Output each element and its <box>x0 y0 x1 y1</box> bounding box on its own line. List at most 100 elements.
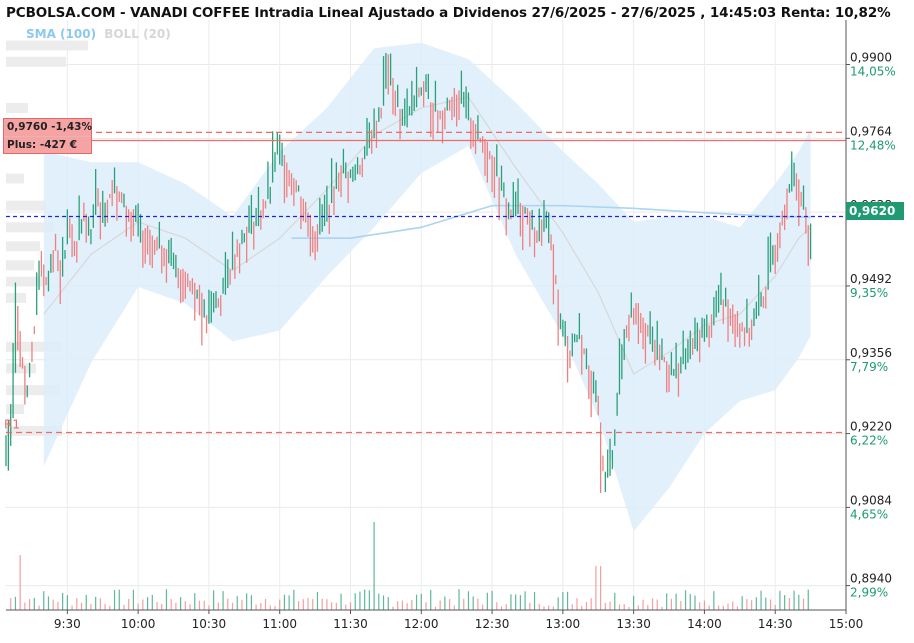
volume-bar <box>585 601 588 610</box>
volume-bar <box>264 598 267 610</box>
volume-bar <box>642 599 644 610</box>
x-tick-label: 11:00 <box>262 617 297 631</box>
volume-bar <box>699 602 701 610</box>
entry-price-change: 0,9760 -1,43% <box>4 119 92 137</box>
volume-bar <box>222 591 224 610</box>
volume-bar <box>90 604 92 610</box>
volume-bar <box>66 595 68 610</box>
y-tick-percent: 7,79% <box>850 360 888 374</box>
volume-profile-bar <box>6 276 50 287</box>
volume-bar <box>283 594 286 610</box>
volume-bar <box>666 593 668 610</box>
volume-bar <box>364 589 366 610</box>
volume-bar <box>113 590 116 610</box>
volume-bar <box>198 600 201 610</box>
volume-bar <box>397 601 399 610</box>
bollinger-middle-line <box>43 96 812 375</box>
volume-bar <box>387 597 389 610</box>
volume-bar <box>477 598 479 610</box>
x-tick-label: 15:00 <box>829 617 864 631</box>
volume-bar <box>670 598 672 610</box>
boll-legend-item[interactable]: BOLL (20) <box>104 27 171 41</box>
volume-bar <box>543 606 545 610</box>
volume-bar <box>411 599 413 610</box>
volume-bar <box>769 599 772 610</box>
volume-bar <box>415 594 418 610</box>
volume-bar <box>453 605 455 610</box>
volume-bar <box>123 604 125 610</box>
chart-title: PCBOLSA.COM - VANADI COFFEE Intradia Lin… <box>6 5 891 21</box>
volume-bar <box>151 594 153 610</box>
volume-bar <box>85 594 87 610</box>
volume-bar <box>137 603 139 610</box>
volume-bar <box>472 596 474 610</box>
volume-bar <box>335 602 337 610</box>
current-price-label: 0,9620 <box>846 202 904 220</box>
sma-legend-item[interactable]: SMA (100) <box>26 27 97 41</box>
volume-bar <box>184 601 186 610</box>
volume-profile-bar <box>6 222 54 233</box>
y-tick-percent: 2,99% <box>850 586 888 600</box>
volume-bar <box>618 604 621 610</box>
volume-bar <box>420 593 422 610</box>
volume-bar <box>146 597 149 610</box>
volume-bar <box>751 600 753 610</box>
volume-bar <box>746 599 748 610</box>
volume-bar <box>326 599 328 610</box>
y-tick-percent: 6,22% <box>850 434 888 448</box>
volume-profile-bar <box>6 425 62 436</box>
volume-bar <box>713 591 715 610</box>
volume-bar <box>533 592 536 610</box>
x-tick-label: 12:00 <box>404 617 439 631</box>
y-tick-percent: 14,05% <box>850 65 896 79</box>
volume-bar <box>316 591 319 610</box>
volume-bar <box>368 590 370 610</box>
volume-bar <box>345 604 347 610</box>
volume-bar <box>755 597 757 610</box>
y-tick-label: 0,9492 <box>850 272 892 286</box>
volume-bar <box>302 599 304 610</box>
x-tick-label: 10:30 <box>192 617 227 631</box>
volume-bar <box>798 594 800 610</box>
volume-profile-bar <box>6 341 62 352</box>
volume-bar <box>128 599 130 610</box>
volume-profile-bar <box>6 200 46 211</box>
volume-bar <box>661 606 663 610</box>
volume-bar <box>519 595 521 610</box>
volume-bar <box>118 589 120 610</box>
volume-bar <box>99 598 101 610</box>
volume-bar <box>722 605 724 610</box>
volume-bar <box>590 598 592 610</box>
volume-bar <box>439 600 441 610</box>
volume-bar <box>378 593 380 610</box>
volume-bar <box>321 598 323 610</box>
volume-bar <box>19 555 21 610</box>
volume-bar <box>505 604 507 610</box>
volume-bar <box>689 594 691 610</box>
volume-bar <box>406 603 408 610</box>
y-tick-label: 0,9900 <box>850 51 892 65</box>
volume-bar <box>557 597 559 610</box>
volume-bar <box>680 600 682 610</box>
volume-profile-bar <box>6 385 60 396</box>
volume-bar <box>628 606 630 610</box>
volume-bar <box>500 606 503 610</box>
volume-bar <box>142 599 144 610</box>
volume-bar <box>510 594 512 610</box>
volume-bar <box>52 599 54 610</box>
volume-bar <box>765 597 767 610</box>
volume-bar <box>467 591 470 610</box>
volume-bar <box>203 600 205 610</box>
volume-bar <box>354 593 356 610</box>
volume-bar <box>331 602 333 610</box>
volume-bar <box>231 602 234 610</box>
y-tick-label: 0,8940 <box>850 572 892 586</box>
volume-bar <box>425 602 427 610</box>
volume-bar <box>760 590 762 610</box>
volume-bar <box>491 590 493 610</box>
volume-bar <box>109 606 111 610</box>
volume-bar <box>104 603 106 610</box>
y-tick-percent: 9,35% <box>850 286 888 300</box>
x-tick-label: 11:30 <box>333 617 368 631</box>
